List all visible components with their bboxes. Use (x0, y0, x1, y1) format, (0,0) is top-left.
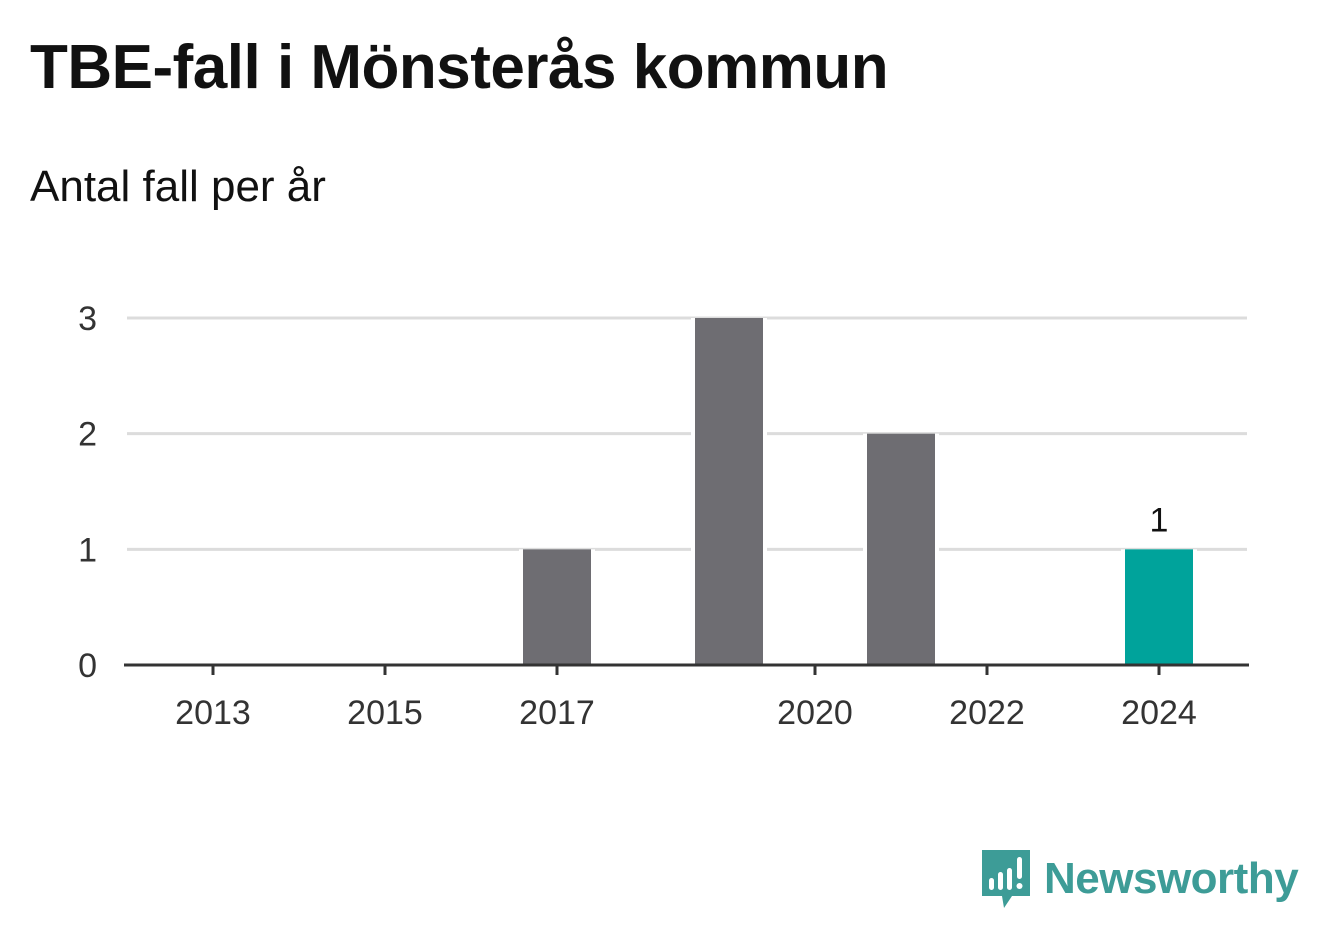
y-tick-label: 0 (78, 647, 97, 685)
x-tick-label: 2020 (777, 694, 853, 732)
bar-2024 (1125, 549, 1193, 665)
y-tick-label: 2 (78, 416, 97, 454)
gridlines (127, 316, 1247, 551)
bars (519, 318, 1197, 665)
x-tick-label: 2022 (949, 694, 1025, 732)
bar-2019 (695, 318, 763, 665)
labels: 0 1 2 3 1 2013 2015 2017 2020 2022 2024 (78, 300, 1197, 732)
chart-subtitle: Antal fall per år (30, 162, 326, 211)
bar-2017 (523, 549, 591, 665)
y-tick-label: 1 (78, 531, 97, 569)
y-tick-label: 3 (78, 300, 97, 338)
chart-title: TBE-fall i Mönsterås kommun (30, 33, 889, 102)
bar-chart: 0 1 2 3 1 2013 2015 2017 2020 2022 2024 (78, 300, 1249, 732)
axes (124, 663, 1249, 675)
x-tick-label: 2015 (347, 694, 423, 732)
x-tick-label: 2013 (175, 694, 251, 732)
value-label: 1 (1150, 501, 1169, 539)
newsworthy-logo: Newsworthy (980, 848, 1299, 910)
newsworthy-logo-icon (982, 850, 1030, 908)
x-tick-label: 2017 (519, 694, 595, 732)
x-tick-label: 2024 (1121, 694, 1197, 732)
brand-name: Newsworthy (1044, 854, 1299, 903)
bar-2021 (867, 433, 935, 665)
